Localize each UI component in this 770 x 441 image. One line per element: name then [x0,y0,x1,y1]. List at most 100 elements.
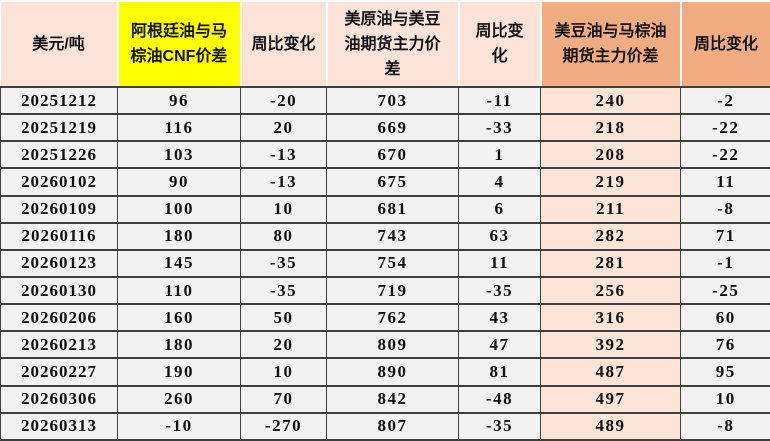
value-cell: 809 [326,330,459,359]
value-cell: 10 [240,357,327,387]
value-cell: 71 [680,221,770,251]
value-cell: -2 [680,85,770,115]
value-cell: 43 [458,303,541,332]
table-row: 20260102 90 -13 675 4 219 11 [0,167,770,197]
value-cell: 190 [117,357,241,387]
value-cell: -33 [458,113,541,142]
table-row: 20260116 180 80 743 63 282 71 [0,221,770,251]
header-row: 美元/吨 阿根廷油与马棕油CNF价差 周比变化 美原油与美豆油期货主力价差 周比… [0,0,770,88]
value-cell: -35 [458,275,541,305]
value-cell: 6 [458,194,541,224]
date-cell: 20260123 [0,248,118,278]
value-cell: 675 [326,167,459,197]
date-cell: 20260306 [0,384,118,414]
value-cell: 116 [117,113,241,142]
value-cell: 240 [540,85,681,115]
value-cell: 103 [117,140,241,169]
value-cell: 80 [240,221,327,251]
value-cell: -35 [240,248,327,278]
value-cell: 20 [240,113,327,142]
value-cell: 70 [240,384,327,414]
value-cell: 110 [117,275,241,305]
date-cell: 20260213 [0,330,118,359]
value-cell: -35 [458,411,541,441]
table-row: 20260227 190 10 890 81 487 95 [0,357,770,387]
date-cell: 20260102 [0,167,118,197]
value-cell: 60 [680,303,770,332]
value-cell: -25 [680,275,770,305]
value-cell: 719 [326,275,459,305]
table-row: 20251219 116 20 669 -33 218 -22 [0,113,770,142]
value-cell: 890 [326,357,459,387]
value-cell: 754 [326,248,459,278]
value-cell: -8 [680,411,770,441]
date-cell: 20251226 [0,140,118,169]
value-cell: 50 [240,303,327,332]
date-cell: 20260116 [0,221,118,251]
table-row: 20260306 260 70 842 -48 497 10 [0,384,770,414]
value-cell: 681 [326,194,459,224]
value-cell: 807 [326,411,459,441]
value-cell: 10 [240,194,327,224]
value-cell: 703 [326,85,459,115]
value-cell: -1 [680,248,770,278]
value-cell: 180 [117,330,241,359]
value-cell: -8 [680,194,770,224]
table-row: 20251212 96 -20 703 -11 240 -2 [0,85,770,115]
value-cell: -13 [240,167,327,197]
value-cell: -270 [240,411,327,441]
value-cell: 90 [117,167,241,197]
value-cell: 160 [117,303,241,332]
value-cell: 489 [540,411,681,441]
value-cell: 282 [540,221,681,251]
value-cell: 842 [326,384,459,414]
header-cell-soyoil-palm-spread: 美豆油与马棕油期货主力价差 [539,0,682,88]
table-row: 20251226 103 -13 670 1 208 -22 [0,140,770,169]
value-cell: -35 [240,275,327,305]
value-cell: 743 [326,221,459,251]
value-cell: 392 [540,330,681,359]
value-cell: 145 [117,248,241,278]
value-cell: 180 [117,221,241,251]
value-cell: 63 [458,221,541,251]
table-body: 20251212 96 -20 703 -11 240 -2 20251219 116 20 669… [0,85,770,441]
table-row: 20260213 180 20 809 47 392 76 [0,330,770,359]
value-cell: 219 [540,167,681,197]
value-cell: 11 [680,167,770,197]
date-cell: 20260313 [0,411,118,441]
value-cell: 281 [540,248,681,278]
value-cell: 208 [540,140,681,169]
value-cell: -13 [240,140,327,169]
value-cell: 20 [240,330,327,359]
value-cell: 1 [458,140,541,169]
value-cell: 95 [680,357,770,387]
header-cell-wow-change-3: 周比变化 [679,0,770,88]
value-cell: 260 [117,384,241,414]
header-cell-wow-change-1: 周比变化 [239,0,328,88]
header-cell-crude-soyoil-spread: 美原油与美豆油期货主力价差 [325,0,460,88]
value-cell: 669 [326,113,459,142]
header-cell-unit: 美元/吨 [0,0,119,88]
date-cell: 20260109 [0,194,118,224]
value-cell: 47 [458,330,541,359]
value-cell: 96 [117,85,241,115]
table-row: 20260206 160 50 762 43 316 60 [0,303,770,332]
table-row: 20260123 145 -35 754 11 281 -1 [0,248,770,278]
value-cell: 487 [540,357,681,387]
table-row: 20260109 100 10 681 6 211 -8 [0,194,770,224]
value-cell: 211 [540,194,681,224]
date-cell: 20251219 [0,113,118,142]
header-cell-argentina-palm-cnf-spread: 阿根廷油与马棕油CNF价差 [116,0,242,88]
value-cell: 10 [680,384,770,414]
value-cell: -11 [458,85,541,115]
value-cell: -20 [240,85,327,115]
value-cell: 497 [540,384,681,414]
date-cell: 20260130 [0,275,118,305]
value-cell: -48 [458,384,541,414]
value-cell: 670 [326,140,459,169]
date-cell: 20260227 [0,357,118,387]
value-cell: 256 [540,275,681,305]
date-cell: 20260206 [0,303,118,332]
value-cell: 218 [540,113,681,142]
